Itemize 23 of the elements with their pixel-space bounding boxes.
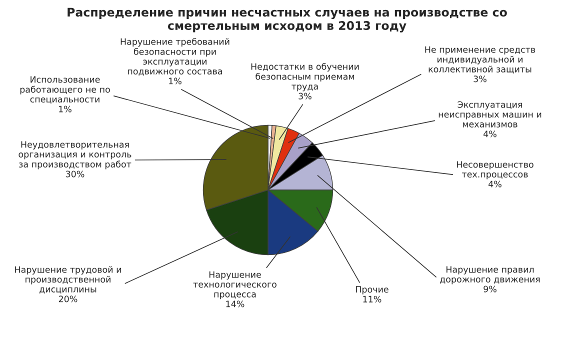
data-label: 11%: [363, 296, 382, 302]
slice-label: Нарушение правил дорожного движения: [440, 266, 540, 284]
data-label: 4%: [488, 180, 502, 188]
data-label: 20%: [58, 296, 78, 302]
data-label: 1%: [59, 106, 72, 112]
data-label: 30%: [66, 170, 84, 178]
slice-label: Прочие: [356, 286, 388, 294]
data-label: 3%: [298, 92, 312, 100]
data-label: 4%: [483, 130, 496, 138]
slice-label: Нарушение трудовой и производственной дисциплины: [15, 266, 121, 294]
slice-label: Использование работающего не по специальности: [20, 76, 110, 104]
data-label: 1%: [169, 78, 182, 84]
slice-label: Несовершенство тех.процессов: [456, 161, 534, 180]
slice-label: Не применение средств индивидуальной и коллективной защиты: [425, 46, 536, 74]
slice-label: Нарушение требований безопасности при эксплуатации подвижного состава: [120, 38, 230, 76]
chart-title: Распределение причин несчастных случаев на производстве со смертельным исходом в 2013 году: [68, 8, 507, 32]
data-label: 14%: [226, 300, 244, 308]
slice-label: Эксплуатация неисправных машин и механизмов: [438, 101, 542, 128]
slice-label: Неудовлетворительная организация и контроль за производством работ: [18, 141, 132, 170]
slice-label: Нарушение технологического процесса: [193, 271, 276, 300]
data-label: 3%: [474, 76, 486, 82]
data-label: 9%: [484, 286, 496, 292]
slice-label: Недостатки в обучении безопасным приемам труда: [251, 62, 359, 92]
